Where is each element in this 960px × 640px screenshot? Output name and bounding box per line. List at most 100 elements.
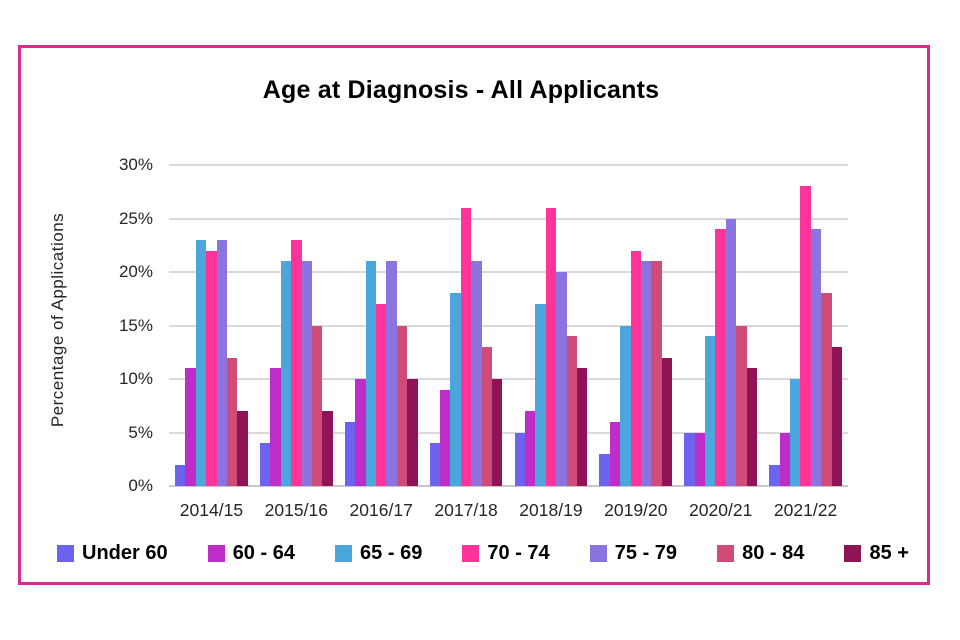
legend-swatch xyxy=(462,545,480,562)
bar xyxy=(705,336,716,486)
bar xyxy=(344,421,356,486)
bar xyxy=(800,186,811,486)
bar-group xyxy=(424,165,509,486)
bar xyxy=(620,325,631,486)
bar xyxy=(227,357,238,486)
bar xyxy=(492,379,503,486)
legend-label: 75 - 79 xyxy=(614,542,678,564)
bar xyxy=(355,379,366,486)
legend-label: Under 60 xyxy=(82,542,168,564)
legend-item: 60 - 64 xyxy=(207,542,295,565)
legend-swatch xyxy=(57,545,74,562)
gridline xyxy=(169,324,848,327)
bar xyxy=(769,464,780,486)
bar-groups xyxy=(169,165,848,486)
bar xyxy=(216,239,228,486)
bar xyxy=(810,229,822,486)
bar xyxy=(322,411,333,486)
chart-frame: Age at Diagnosis - All Applicants Percen… xyxy=(18,45,930,585)
plot-area xyxy=(169,164,848,487)
legend-swatch xyxy=(717,545,735,562)
bar xyxy=(535,304,546,486)
bar xyxy=(524,411,536,486)
legend-label: 65 - 69 xyxy=(360,542,423,564)
y-tick-label: 25% xyxy=(118,208,153,228)
bar xyxy=(779,432,790,486)
gridline xyxy=(169,485,848,487)
y-axis-title: Percentage of Applications xyxy=(48,212,67,428)
bar xyxy=(609,421,621,486)
bar xyxy=(661,357,673,486)
bar xyxy=(270,368,281,486)
legend-swatch xyxy=(589,545,607,562)
bar xyxy=(566,336,577,486)
x-axis-label: 2021/22 xyxy=(773,500,838,520)
bar xyxy=(694,432,706,486)
bar xyxy=(599,453,610,486)
y-tick-label: 20% xyxy=(118,262,153,281)
bar xyxy=(301,261,312,486)
legend-swatch xyxy=(335,545,353,562)
bar xyxy=(280,261,292,486)
bar-group xyxy=(509,165,594,486)
bar xyxy=(259,443,271,486)
bar xyxy=(429,443,441,486)
legend-item: 70 - 74 xyxy=(462,542,550,565)
bar xyxy=(440,389,451,486)
legend-item: 65 - 69 xyxy=(335,542,422,565)
chart-legend: Under 60 60 - 64 65 - 69 70 - 74 75 - 79 80 -… xyxy=(57,542,909,565)
bar xyxy=(576,368,588,486)
bar xyxy=(237,411,248,486)
bar-group xyxy=(169,165,254,486)
gridline xyxy=(169,431,848,434)
y-tick-label: 0% xyxy=(128,476,153,495)
gridline xyxy=(169,217,848,220)
x-axis-label: 2019/20 xyxy=(604,500,668,520)
y-tick-label: 10% xyxy=(118,369,153,388)
x-axis-label: 2016/17 xyxy=(349,500,413,520)
legend-item: 85 + xyxy=(844,542,909,565)
bar-group xyxy=(593,165,678,486)
bar xyxy=(651,261,662,486)
bar xyxy=(175,464,186,486)
bar xyxy=(725,218,737,486)
legend-swatch xyxy=(844,545,862,562)
legend-item: 75 - 79 xyxy=(589,542,678,565)
bar xyxy=(789,379,801,486)
x-axis-label: 2014/15 xyxy=(179,500,244,520)
gridline xyxy=(169,378,848,380)
bar xyxy=(746,368,758,486)
legend-item: 80 - 84 xyxy=(717,542,804,565)
bar-group xyxy=(678,165,763,486)
bar xyxy=(630,250,641,486)
x-axis-labels: 2014/15 2015/16 2016/17 2017/18 2018/19 2019/… xyxy=(169,500,848,521)
legend-item: Under 60 xyxy=(57,542,168,565)
legend-label: 85 + xyxy=(869,542,909,564)
bar-group xyxy=(763,165,848,486)
bar xyxy=(545,207,557,486)
bar xyxy=(291,239,302,486)
bar xyxy=(375,304,387,486)
bar xyxy=(556,272,567,486)
bar xyxy=(471,261,482,486)
y-tick-label: 30% xyxy=(118,155,153,174)
y-tick-label: 15% xyxy=(118,315,153,335)
gridline xyxy=(169,164,848,166)
bar xyxy=(641,261,652,486)
bar xyxy=(460,207,472,486)
legend-swatch xyxy=(207,545,225,562)
x-axis-label: 2018/19 xyxy=(519,500,583,520)
bar xyxy=(195,239,207,486)
x-axis-label: 2020/21 xyxy=(689,500,753,520)
bar xyxy=(684,432,695,486)
bar xyxy=(365,261,376,486)
bar xyxy=(481,346,493,486)
legend-label: 60 - 64 xyxy=(232,542,295,564)
bar-group xyxy=(254,165,339,486)
bar xyxy=(736,325,747,486)
bar xyxy=(407,379,418,486)
bar xyxy=(311,325,323,486)
bar xyxy=(831,346,842,486)
bar-group xyxy=(339,165,424,486)
bar xyxy=(715,229,726,486)
